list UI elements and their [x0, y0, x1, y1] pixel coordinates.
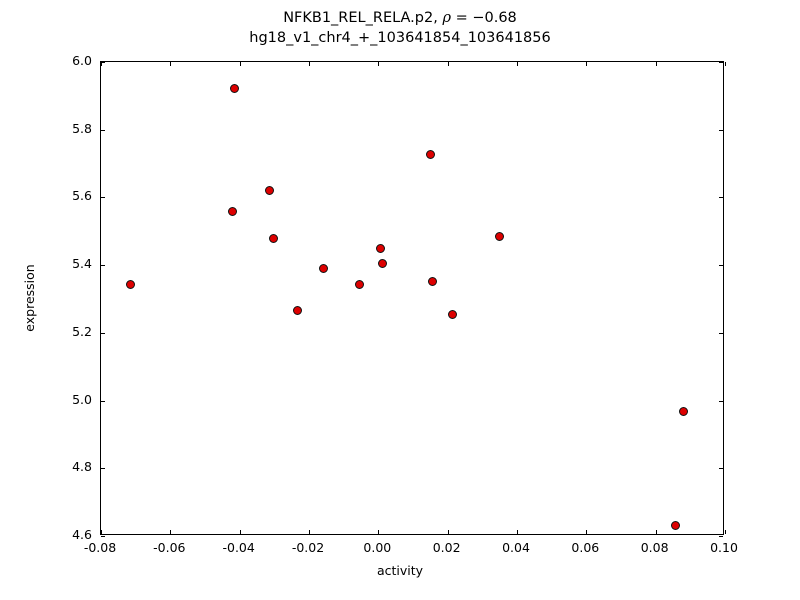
y-axis-label: expression — [22, 264, 37, 332]
data-point — [375, 244, 385, 254]
x-tick-label: 0.10 — [710, 540, 738, 555]
x-tick-top — [447, 62, 449, 66]
x-tick-top — [170, 62, 172, 66]
x-tick-top — [725, 62, 726, 66]
data-point — [293, 305, 303, 315]
x-tick-label: 0.08 — [640, 540, 669, 555]
plot-area — [101, 62, 723, 534]
x-tick-label: -0.02 — [291, 540, 325, 555]
x-tick — [101, 530, 102, 534]
x-tick-label: 0.00 — [363, 540, 392, 555]
y-tick-right — [719, 62, 723, 63]
x-tick — [586, 530, 588, 534]
y-tick-label: 5.4 — [72, 256, 92, 272]
data-point — [229, 83, 239, 93]
chart-title-line-2: hg18_v1_chr4_+_103641854_103641856 — [249, 30, 551, 46]
x-tick-label: -0.06 — [153, 540, 186, 555]
x-tick — [170, 530, 172, 534]
data-point — [495, 232, 505, 242]
data-point — [378, 258, 388, 268]
data-point — [426, 149, 436, 159]
data-point — [318, 264, 328, 274]
x-tick-top — [101, 62, 102, 66]
x-tick — [239, 530, 241, 534]
data-point — [125, 280, 135, 290]
rho-symbol: ρ — [442, 10, 451, 26]
x-tick-label: -0.08 — [83, 540, 117, 555]
chart-title-suffix: = −0.68 — [450, 10, 517, 26]
x-tick-top — [309, 62, 310, 66]
y-tick — [101, 197, 105, 199]
x-tick-top — [378, 62, 380, 66]
x-tick-top — [517, 62, 518, 66]
y-tick-right — [719, 129, 723, 131]
x-tick-label: 0.06 — [571, 540, 600, 555]
x-tick — [655, 530, 657, 534]
y-tick-label: 4.8 — [72, 459, 92, 475]
x-axis-label: activity — [376, 563, 424, 578]
x-tick-label: 0.02 — [432, 540, 461, 555]
y-tick-right — [719, 400, 723, 402]
x-tick-label: -0.04 — [222, 540, 255, 555]
x-tick — [309, 530, 310, 534]
y-tick — [101, 536, 105, 537]
y-tick — [101, 468, 105, 470]
y-tick-label: 5.6 — [72, 188, 92, 204]
y-tick-label: 5.8 — [72, 120, 92, 136]
data-point — [448, 309, 458, 319]
x-tick — [447, 530, 449, 534]
data-point — [269, 233, 279, 243]
x-tick-top — [239, 62, 241, 66]
y-tick — [101, 62, 105, 63]
y-tick — [101, 129, 105, 131]
x-tick — [725, 530, 726, 534]
chart-title-prefix: NFKB1_REL_RELA.p2, — [283, 10, 443, 26]
y-tick-label: 5.0 — [72, 391, 92, 407]
y-tick-right — [719, 332, 723, 334]
y-tick-label: 5.2 — [72, 323, 92, 339]
y-tick-right — [719, 197, 723, 199]
data-point — [427, 276, 437, 286]
y-tick — [101, 265, 105, 267]
y-tick-label: 4.6 — [72, 527, 92, 542]
y-tick-right — [719, 468, 723, 470]
y-tick — [101, 400, 105, 402]
y-tick-right — [719, 536, 723, 537]
x-tick — [517, 530, 518, 534]
chart-title-line-1: NFKB1_REL_RELA.p2, ρ = −0.68 — [0, 8, 800, 28]
data-point — [264, 186, 274, 196]
data-point — [227, 207, 237, 217]
x-tick-top — [655, 62, 657, 66]
data-point — [355, 279, 365, 289]
y-tick-right — [719, 265, 723, 267]
plot-axes — [100, 61, 726, 537]
x-tick — [378, 530, 380, 534]
data-point — [671, 520, 681, 530]
y-tick — [101, 332, 105, 334]
x-tick-label: 0.04 — [502, 540, 530, 555]
data-point — [678, 406, 688, 416]
chart-title: NFKB1_REL_RELA.p2, ρ = −0.68 hg18_v1_chr… — [0, 8, 800, 48]
x-tick-top — [586, 62, 588, 66]
y-tick-label: 6.0 — [72, 53, 92, 68]
